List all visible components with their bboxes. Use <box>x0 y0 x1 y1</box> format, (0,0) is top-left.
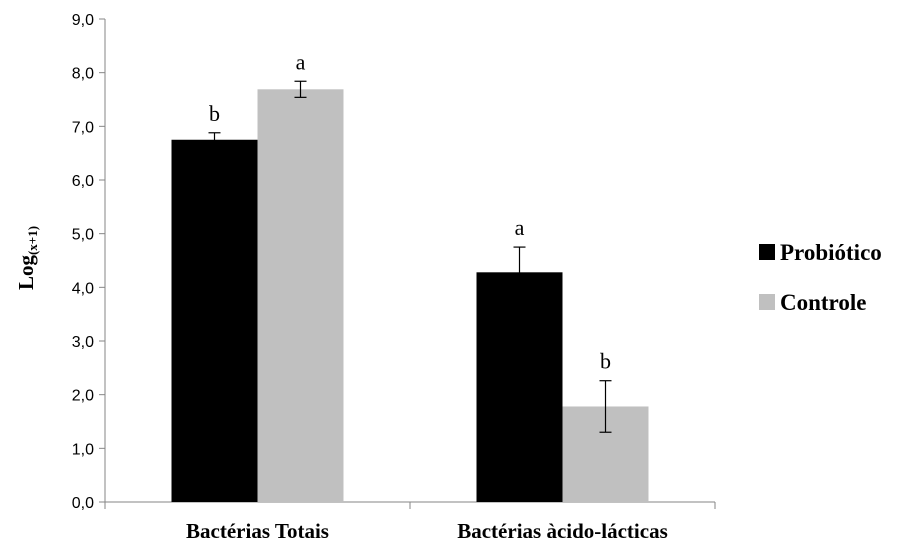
y-tick-label: 8,0 <box>72 66 94 83</box>
legend-swatch <box>759 244 775 260</box>
axes: 0,0 1,0 2,0 3,0 4,0 5,0 6,0 7,0 8,0 9,0 Bactérias … <box>72 12 716 543</box>
x-category-label: Bactérias àcido-lácticas <box>457 519 668 543</box>
y-tick-label: 7,0 <box>72 119 94 136</box>
y-tick-label: 9,0 <box>72 12 94 29</box>
significance-letter: a <box>515 215 525 240</box>
x-category-label: Bactérias Totais <box>186 519 329 543</box>
y-tick-label: 1,0 <box>72 441 94 458</box>
legend: Probiótico Controle <box>759 240 882 315</box>
legend-label: Controle <box>780 290 866 315</box>
y-tick-label: 5,0 <box>72 227 94 244</box>
error-bars <box>208 80 612 433</box>
bar <box>171 139 258 502</box>
bar <box>257 89 344 502</box>
bar <box>476 272 563 502</box>
y-tick-label: 6,0 <box>72 173 94 190</box>
y-tick-label: 3,0 <box>72 334 94 351</box>
y-axis-title-subscript: (x+1) <box>25 226 40 255</box>
y-tick-label: 2,0 <box>72 388 94 405</box>
significance-letter: b <box>600 349 611 374</box>
legend-swatch <box>759 294 775 310</box>
y-tick-label: 4,0 <box>72 280 94 297</box>
significance-letter: a <box>296 49 306 74</box>
significance-letter: b <box>209 101 220 126</box>
y-axis-title: Log(x+1) <box>14 226 40 290</box>
bars <box>171 89 649 502</box>
y-tick-label: 0,0 <box>72 495 94 512</box>
legend-label: Probiótico <box>780 240 882 265</box>
significance-letters: b a a b <box>209 49 611 373</box>
y-axis-title-main: Log <box>14 255 38 291</box>
